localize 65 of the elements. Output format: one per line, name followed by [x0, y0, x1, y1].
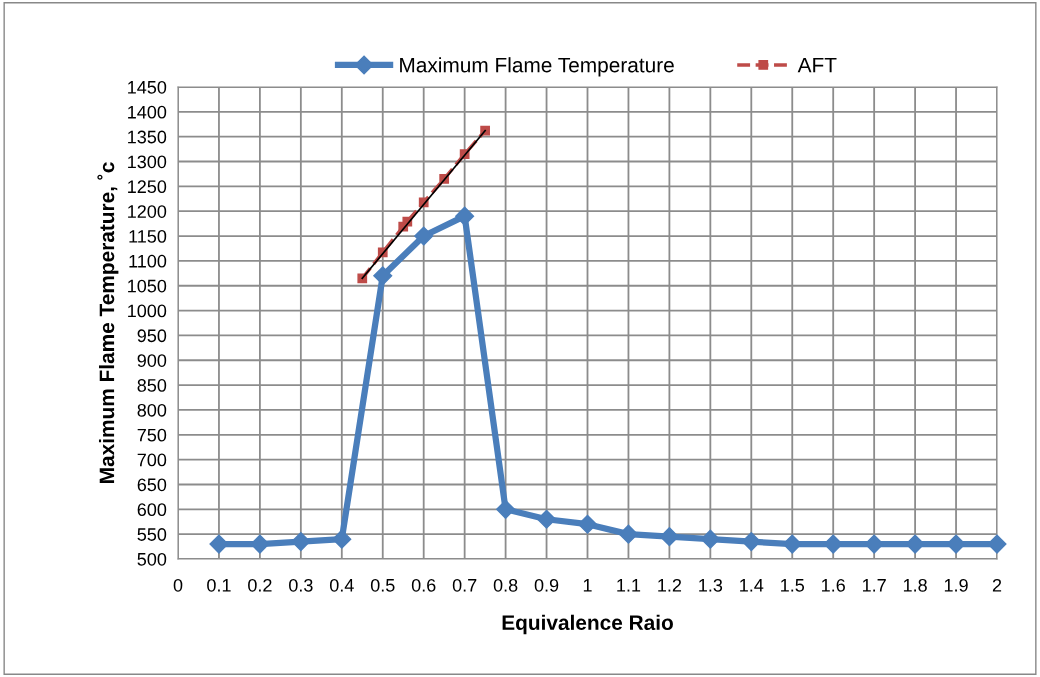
x-tick-label: 0.2 [248, 578, 272, 592]
point [823, 534, 843, 554]
point [946, 534, 966, 554]
point [905, 534, 925, 554]
point [659, 527, 679, 547]
point [741, 532, 761, 552]
y-tick-label: 650 [137, 478, 167, 492]
point [373, 266, 393, 286]
x-tick-label: 1.2 [658, 578, 682, 592]
point [864, 534, 884, 554]
x-tick-label: 0.6 [411, 578, 436, 592]
x-tick-label: 1.9 [944, 578, 968, 592]
y-tick-label: 1350 [128, 130, 167, 144]
point [987, 534, 1007, 554]
legend-label: AFT [797, 57, 837, 73]
point [577, 514, 598, 534]
y-tick-label: 900 [137, 354, 167, 367]
x-tick-label: 0.5 [370, 578, 395, 592]
point [455, 206, 475, 226]
y-tick-label: 1000 [128, 304, 167, 318]
legend-label: Maximum Flame Temperature [400, 57, 674, 77]
x-tick-label: 0.9 [534, 578, 559, 592]
y-tick-label: 500 [137, 552, 167, 566]
point [291, 532, 311, 552]
y-tick-label: 1200 [128, 205, 167, 218]
x-tick-label: 1.6 [822, 578, 845, 592]
y-tick-label: 550 [137, 528, 167, 541]
x-tick-label: 0.8 [493, 578, 518, 592]
y-tick-label: 1100 [129, 254, 167, 268]
y-axis-title: Maximum Flame Temperature, ˚c [97, 162, 119, 483]
x-tick-label: 1.5 [781, 579, 805, 592]
point [537, 509, 557, 529]
y-tick-label: 1300 [128, 155, 167, 169]
x-tick-label: 0.3 [289, 578, 313, 592]
y-tick-label: 1250 [128, 180, 167, 194]
point [414, 226, 434, 246]
point [618, 524, 638, 544]
point [332, 529, 352, 549]
x-axis-title: Equivalence Raio [502, 614, 673, 635]
x-tick-label: 0.1 [207, 578, 231, 592]
y-tick-label: 750 [137, 428, 167, 442]
y-tick-label: 950 [137, 329, 167, 343]
y-tick-label: 800 [137, 403, 167, 417]
x-tick-label: 0.7 [452, 578, 477, 592]
y-tick-label: 600 [137, 503, 167, 517]
y-tick-label: 1450 [128, 80, 167, 94]
x-tick-label: 1.8 [903, 578, 927, 592]
x-tick-label: 1.7 [862, 579, 886, 592]
y-tick-label: 1150 [129, 229, 167, 243]
x-tick-label: 0 [173, 578, 183, 592]
x-tick-label: 1.4 [740, 579, 764, 592]
point [496, 499, 516, 519]
point [700, 529, 720, 549]
y-tick-label: 850 [137, 379, 167, 392]
x-tick-label: 1.1 [617, 579, 641, 592]
x-tick-label: 2 [992, 578, 1002, 592]
x-tick-label: 1.3 [699, 578, 723, 592]
x-tick-label: 1 [583, 579, 592, 592]
point [782, 534, 802, 554]
point [209, 534, 229, 554]
y-tick-label: 1050 [128, 279, 167, 293]
x-tick-label: 0.4 [329, 578, 354, 592]
y-tick-label: 700 [137, 453, 167, 467]
point [250, 534, 270, 554]
y-tick-label: 1400 [128, 105, 167, 119]
